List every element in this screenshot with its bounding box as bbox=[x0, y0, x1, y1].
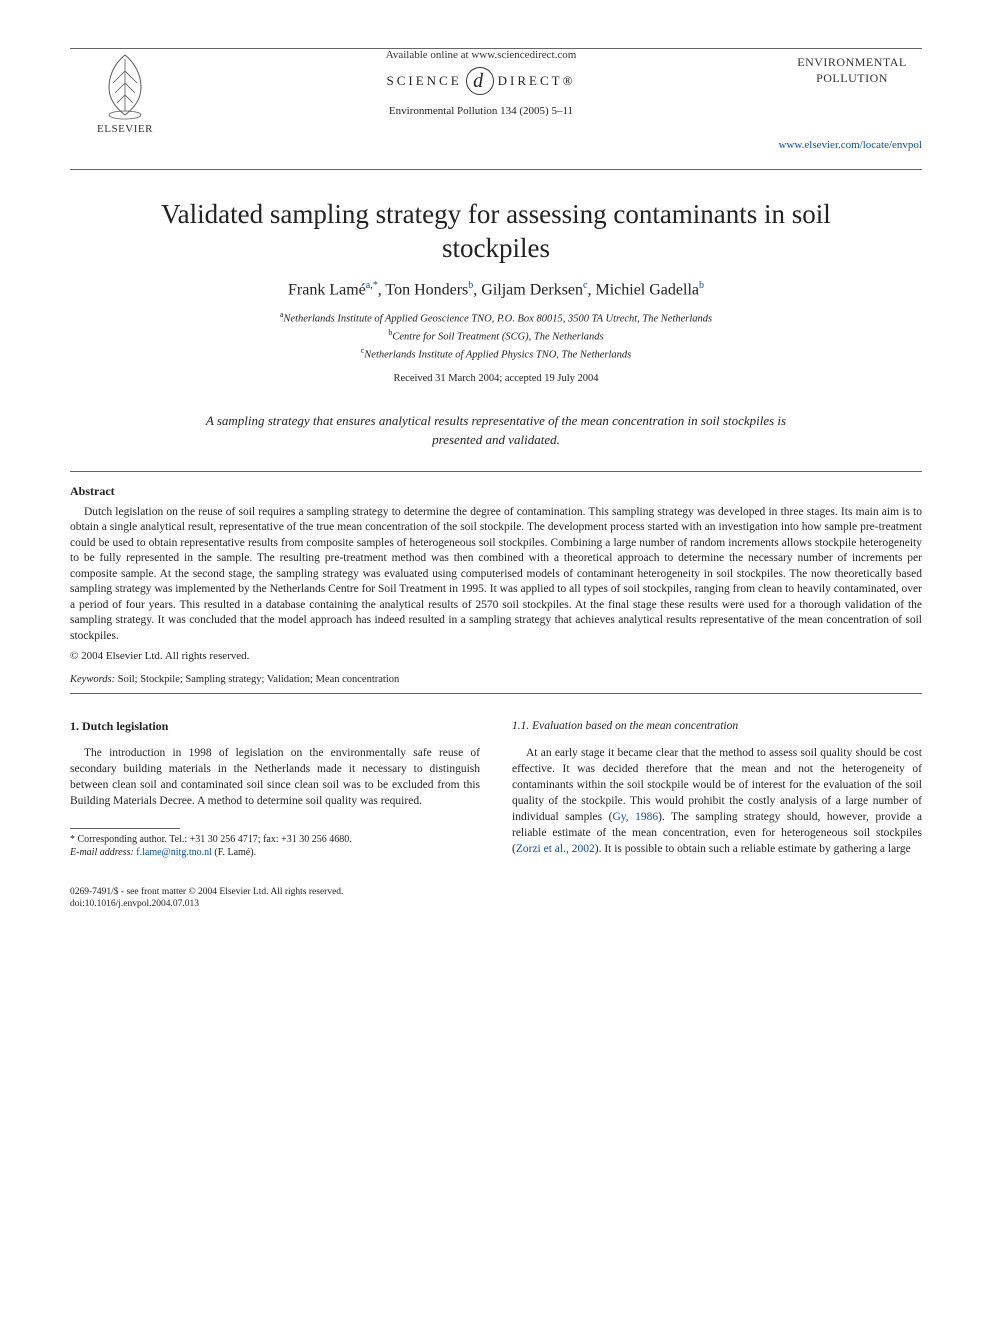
header-row: ELSEVIER Available online at www.science… bbox=[70, 49, 922, 135]
keywords-line: Keywords: Soil; Stockpile; Sampling stra… bbox=[70, 674, 922, 685]
journal-name-block: ENVIRONMENTAL POLLUTION bbox=[782, 49, 922, 86]
footer-line-1: 0269-7491/$ - see front matter © 2004 El… bbox=[70, 886, 922, 898]
footnote-rule bbox=[70, 828, 180, 829]
science-direct-logo: SCIENCE d DIRECT® bbox=[190, 67, 772, 95]
subsection-11-heading: 1.1. Evaluation based on the mean concen… bbox=[512, 718, 922, 734]
abstract-body: Dutch legislation on the reuse of soil r… bbox=[70, 505, 922, 645]
page-footer: 0269-7491/$ - see front matter © 2004 El… bbox=[70, 886, 922, 911]
affiliation-a: aNetherlands Institute of Applied Geosci… bbox=[70, 309, 922, 327]
affiliation-c: cNetherlands Institute of Applied Physic… bbox=[70, 345, 922, 363]
journal-name-1: ENVIRONMENTAL bbox=[782, 55, 922, 71]
journal-url[interactable]: www.elsevier.com/locate/envpol bbox=[70, 139, 922, 151]
abstract-copyright: © 2004 Elsevier Ltd. All rights reserved… bbox=[70, 650, 922, 662]
publisher-label: ELSEVIER bbox=[70, 123, 180, 135]
author-email-link[interactable]: f.lame@nitg.tno.nl bbox=[136, 847, 212, 858]
journal-url-link[interactable]: www.elsevier.com/locate/envpol bbox=[779, 139, 922, 151]
subsection-11-para: At an early stage it became clear that t… bbox=[512, 745, 922, 858]
abstract-top-rule bbox=[70, 471, 922, 472]
available-online-text: Available online at www.sciencedirect.co… bbox=[190, 49, 772, 61]
right-column: 1.1. Evaluation based on the mean concen… bbox=[512, 718, 922, 859]
affiliations: aNetherlands Institute of Applied Geosci… bbox=[70, 309, 922, 364]
footer-line-2: doi:10.1016/j.envpol.2004.07.013 bbox=[70, 898, 922, 910]
sd-right: DIRECT® bbox=[498, 73, 576, 89]
authors-line: Frank Laméa,*, Ton Hondersb, Giljam Derk… bbox=[70, 280, 922, 299]
body-columns: 1. Dutch legislation The introduction in… bbox=[70, 718, 922, 859]
elsevier-tree-icon bbox=[93, 49, 157, 121]
keywords-text: Soil; Stockpile; Sampling strategy; Vali… bbox=[115, 674, 399, 685]
article-tagline: A sampling strategy that ensures analyti… bbox=[180, 412, 812, 448]
sd-left: SCIENCE bbox=[387, 73, 462, 89]
affiliation-b: bCentre for Soil Treatment (SCG), The Ne… bbox=[70, 327, 922, 345]
publisher-block: ELSEVIER bbox=[70, 49, 180, 135]
footnote-block: * Corresponding author. Tel.: +31 30 256… bbox=[70, 833, 480, 860]
article-title: Validated sampling strategy for assessin… bbox=[130, 198, 862, 266]
abstract-bottom-rule bbox=[70, 693, 922, 694]
section-1-para: The introduction in 1998 of legislation … bbox=[70, 745, 480, 809]
header-bottom-rule bbox=[70, 169, 922, 170]
abstract-text: Dutch legislation on the reuse of soil r… bbox=[70, 505, 922, 645]
article-dates: Received 31 March 2004; accepted 19 July… bbox=[70, 373, 922, 384]
email-suffix: (F. Lamé). bbox=[212, 847, 256, 858]
left-column: 1. Dutch legislation The introduction in… bbox=[70, 718, 480, 859]
journal-reference: Environmental Pollution 134 (2005) 5–11 bbox=[190, 105, 772, 117]
header-center: Available online at www.sciencedirect.co… bbox=[180, 49, 782, 117]
keywords-label: Keywords: bbox=[70, 674, 115, 685]
section-1-heading: 1. Dutch legislation bbox=[70, 718, 480, 735]
email-line: E-mail address: f.lame@nitg.tno.nl (F. L… bbox=[70, 846, 480, 860]
corresponding-author: * Corresponding author. Tel.: +31 30 256… bbox=[70, 833, 480, 847]
email-label: E-mail address: bbox=[70, 847, 134, 858]
sd-d-icon: d bbox=[466, 67, 494, 95]
abstract-heading: Abstract bbox=[70, 484, 922, 499]
journal-name-2: POLLUTION bbox=[782, 71, 922, 87]
